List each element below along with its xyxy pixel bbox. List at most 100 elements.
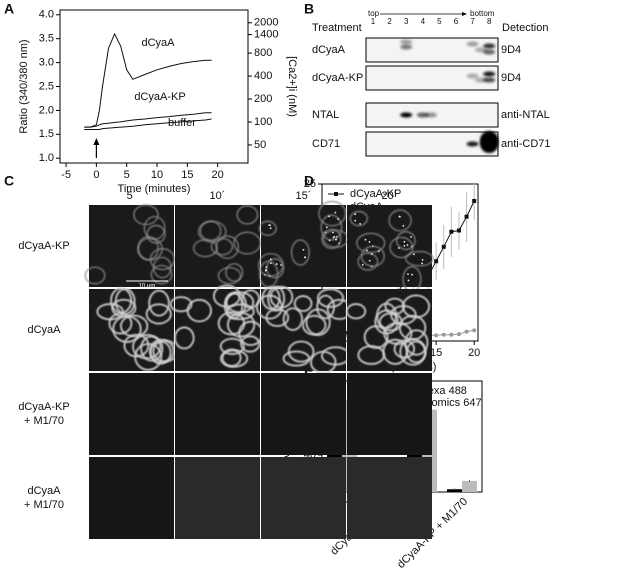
y2-tick-label: 200	[254, 93, 272, 105]
blot-band	[466, 41, 479, 47]
x-tick-label: -5	[61, 169, 71, 181]
micrograph	[255, 285, 353, 374]
x-tick-label: 5	[124, 169, 130, 181]
marker	[456, 332, 461, 337]
dot	[269, 224, 271, 227]
cell	[149, 340, 172, 365]
cell	[320, 214, 343, 241]
dot	[269, 227, 272, 230]
dot	[302, 248, 305, 251]
cell	[169, 296, 193, 313]
x-tick-label: 15	[430, 347, 442, 359]
cell	[384, 297, 405, 315]
row-detection: anti-CD71	[501, 138, 551, 150]
series-label: buffer	[168, 117, 196, 129]
column-header: 20´	[382, 190, 398, 202]
series-line	[84, 32, 212, 128]
series-line	[84, 118, 212, 130]
cell	[148, 289, 170, 317]
dot	[361, 263, 364, 266]
cell	[186, 298, 212, 323]
micrograph	[175, 205, 261, 287]
marker	[472, 328, 477, 333]
x-tick-label: 20	[212, 169, 224, 181]
micrograph-bg	[175, 457, 260, 539]
y-tick-label: 2.0	[39, 104, 54, 116]
cell	[226, 303, 255, 320]
blot-band	[425, 112, 438, 118]
y2-tick-label: 2000	[254, 17, 278, 29]
micrograph-bg	[261, 205, 346, 287]
blot-band	[466, 73, 479, 79]
cell	[219, 337, 245, 355]
cell	[406, 340, 427, 364]
cell	[240, 335, 261, 353]
cell	[241, 289, 261, 309]
y2-axis-label: [Ca2+]i (nM)	[286, 56, 298, 117]
series-label: dCyaA-KP	[134, 91, 185, 103]
cell	[396, 231, 416, 251]
cell	[215, 235, 239, 259]
dot	[304, 256, 306, 259]
scale-bar-label: 10 µm	[139, 284, 156, 290]
micrograph-bg	[261, 373, 346, 455]
row-treatment: dCyaA-KP	[312, 72, 363, 84]
micrograph	[347, 205, 434, 293]
cell	[110, 287, 133, 314]
x-tick-label: 0	[93, 169, 99, 181]
dot	[265, 266, 268, 269]
cell	[223, 292, 244, 320]
y2-tick-label: 800	[254, 47, 272, 59]
y2-tick-label: 400	[254, 70, 272, 82]
dot	[359, 223, 362, 225]
marker	[464, 329, 469, 334]
cell	[149, 248, 175, 271]
dot	[377, 250, 380, 253]
cell	[318, 200, 347, 227]
cell	[321, 228, 342, 249]
y-tick-label: 2.5	[39, 80, 54, 92]
x-axis-label: Time (minutes)	[118, 183, 191, 195]
series-line	[84, 112, 212, 128]
micrograph	[84, 204, 175, 287]
y-tick-label: 3.0	[39, 57, 54, 69]
cell	[217, 267, 242, 285]
dot	[328, 239, 331, 242]
dot	[354, 219, 357, 222]
dot	[403, 240, 406, 243]
blot-band	[483, 77, 496, 83]
cell	[282, 307, 303, 331]
row-treatment: NTAL	[312, 109, 339, 121]
lane-number: 2	[387, 17, 392, 26]
dot	[411, 273, 413, 276]
x-tick-label: 15	[181, 169, 193, 181]
lane-number: 8	[487, 17, 492, 26]
row-detection: 9D4	[501, 72, 521, 84]
row-label: dCyaA-KP	[18, 240, 69, 252]
dot	[410, 236, 412, 238]
cell	[236, 205, 259, 225]
legend-label: Dyomics 647	[418, 397, 482, 409]
lane-number: 4	[421, 17, 426, 26]
dot	[270, 262, 272, 265]
lane-number: 3	[404, 17, 409, 26]
row-label: dCyaA-KP	[18, 401, 69, 413]
blot-band	[400, 112, 413, 118]
dot	[407, 279, 410, 282]
lane-number: 5	[437, 17, 442, 26]
cell	[302, 314, 327, 336]
cell	[360, 245, 385, 267]
micrograph-bg	[261, 457, 346, 539]
cell	[134, 343, 163, 371]
cell	[282, 350, 311, 367]
plot-frame	[59, 9, 249, 164]
dot	[368, 259, 371, 262]
dot	[366, 249, 368, 252]
cell	[388, 209, 412, 232]
micrograph-bg	[89, 457, 174, 539]
cell	[389, 236, 414, 259]
cell	[233, 231, 261, 255]
cell	[310, 350, 337, 374]
